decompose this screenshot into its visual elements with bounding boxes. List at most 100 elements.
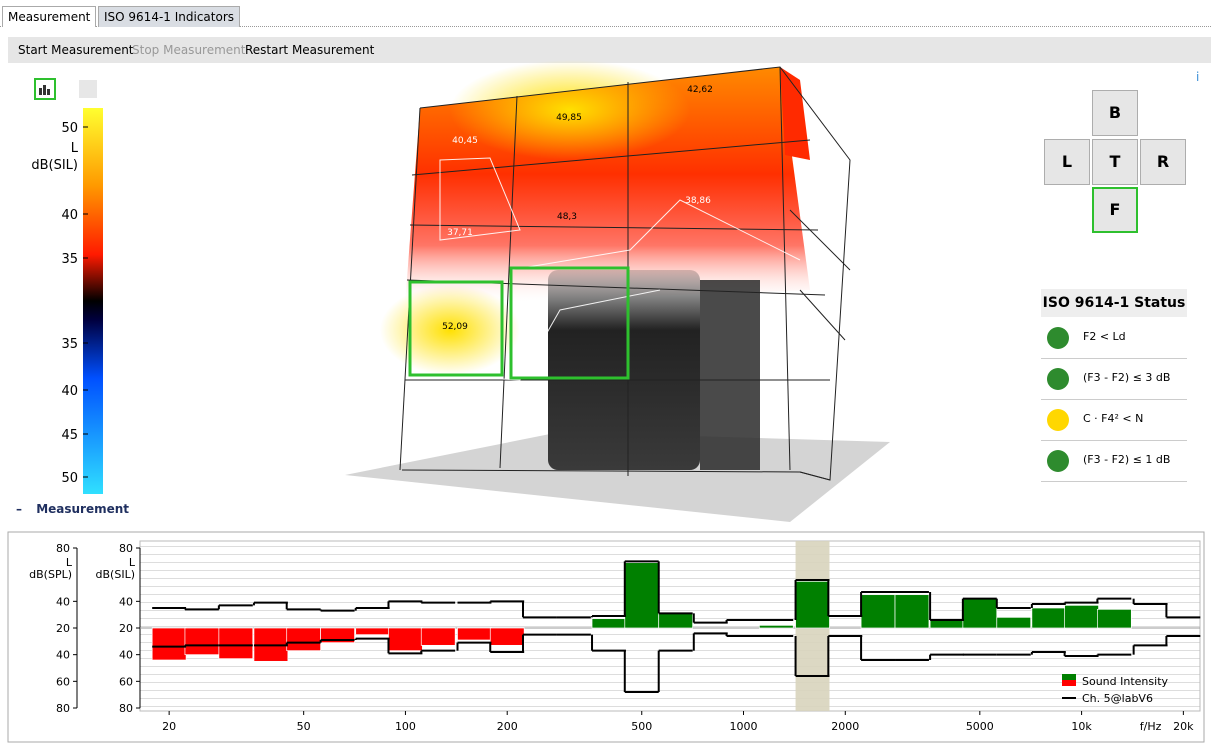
speaker-side [700,280,760,470]
scale-label: 35 [61,337,78,352]
y-tick-label: 40 [119,649,133,662]
status-item: C · F4² < N [1041,400,1187,441]
heat-label: 38,86 [685,196,711,206]
intensity-bar [489,627,525,646]
y-axis-label: dB(SIL) [96,568,135,581]
x-tick-label: 20 [162,720,176,733]
y-tick-label: 80 [119,542,133,555]
heat-label: 49,85 [556,113,582,123]
heat-surface [780,67,810,160]
tab[interactable]: ISO 9614-1 Indicators [98,6,241,27]
scale-ticks [83,126,88,478]
y-axis-label: L [129,556,136,569]
legend-swatch [1062,680,1076,686]
speaker [548,270,700,470]
collapse-toggle[interactable]: – [16,502,22,516]
intensity-bar [894,594,930,629]
toolbar-button[interactable]: Stop Measurement [132,43,246,57]
y-tick-label: 20 [56,622,70,635]
status-label: (F3 - F2) ≤ 3 dB [1083,371,1171,384]
toolbar: Start Measurement Stop Measurement Resta… [8,37,1211,63]
intensity-bar [996,616,1032,629]
view-button[interactable]: F [1092,187,1138,233]
color-scale: 50 L dB(SIL) 40 35 35 40 45 50 [31,108,103,494]
scale-label: 35 [61,252,78,267]
intensity-bar [624,562,660,629]
scale-label: 45 [61,428,78,443]
info-icon[interactable]: i [1196,70,1200,84]
intensity-bar [1031,607,1067,629]
intensity-bar [591,618,627,629]
y-tick-label: 80 [56,702,70,715]
status-label: C · F4² < N [1083,412,1144,425]
intensity-bar [795,580,830,629]
intensity-bar [420,627,456,646]
intensity-bar [1097,608,1132,629]
intensity-bar [388,627,423,652]
intensity-bar [962,598,998,629]
y-axis-label: dB(SPL) [29,568,72,581]
x-tick-label: 200 [497,720,518,733]
heatmap-view: 40,45 49,85 42,62 37,71 48,3 38,86 52,09 [345,60,890,522]
legend-label: Ch. 5@labV6 [1082,692,1153,705]
toolbar-button[interactable]: Restart Measurement [245,43,375,57]
heat-spot [380,285,520,375]
x-tick-label: 1000 [730,720,758,733]
spectrum-chart: 804020406080804020406080LdB(SPL)LdB(SIL)… [7,531,1205,743]
tab[interactable]: Measurement [2,6,97,27]
section-header[interactable]: – Measurement [16,502,129,516]
status-indicator [1047,327,1069,349]
color-bar [83,108,103,494]
x-tick-label: 500 [631,720,652,733]
section-title: Measurement [36,502,130,516]
heat-spot [450,60,690,160]
heat-label: 42,62 [687,85,713,95]
heat-label: 52,09 [442,322,468,332]
status-item: (F3 - F2) ≤ 3 dB [1041,359,1187,400]
y-tick-label: 80 [56,542,70,555]
y-tick-label: 20 [119,622,133,635]
y-tick-label: 60 [56,675,70,688]
view-icon[interactable] [34,78,56,100]
contours [424,157,801,381]
view-button[interactable]: R [1140,139,1186,185]
x-axis-label: f/Hz [1140,720,1162,733]
heat-label: 48,3 [557,212,577,222]
status-indicator [1047,450,1069,472]
x-tick-label: 5000 [966,720,994,733]
heat-label: 40,45 [452,136,478,146]
intensity-bar [929,619,965,629]
y-tick-label: 80 [119,702,133,715]
x-tick-label: 100 [395,720,416,733]
status-label: F2 < Ld [1083,330,1126,343]
x-tick-label: 2000 [831,720,859,733]
intensity-bar [286,627,321,652]
legend-swatch [1062,674,1076,680]
y-tick-label: 40 [119,595,133,608]
scale-unit: dB(SIL) [31,158,78,173]
view-button[interactable]: L [1044,139,1090,185]
tab-baseline [0,26,1211,27]
intensity-bar [218,627,254,660]
selection-box[interactable] [408,280,504,377]
x-tick-label: 20k [1173,720,1194,733]
intensity-bar [860,594,896,629]
view-button[interactable]: T [1092,139,1138,185]
intensity-bar [1064,604,1099,629]
y-tick-label: 60 [119,675,133,688]
view-icon[interactable] [79,80,97,98]
x-tick-label: 50 [297,720,311,733]
y-tick-label: 40 [56,595,70,608]
icon [39,85,50,95]
heat-label: 37,71 [447,228,473,238]
selection-box[interactable] [509,266,630,380]
toolbar-button[interactable]: Start Measurement [18,43,134,57]
view-button[interactable]: B [1092,90,1138,136]
status-label: (F3 - F2) ≤ 1 dB [1083,453,1171,466]
scale-label: 50 [61,471,78,486]
intensity-bar [184,627,220,656]
y-axis-label: L [66,556,73,569]
status-indicator [1047,409,1069,431]
status-title: ISO 9614-1 Status [1041,289,1187,317]
status-item: F2 < Ld [1041,318,1187,359]
